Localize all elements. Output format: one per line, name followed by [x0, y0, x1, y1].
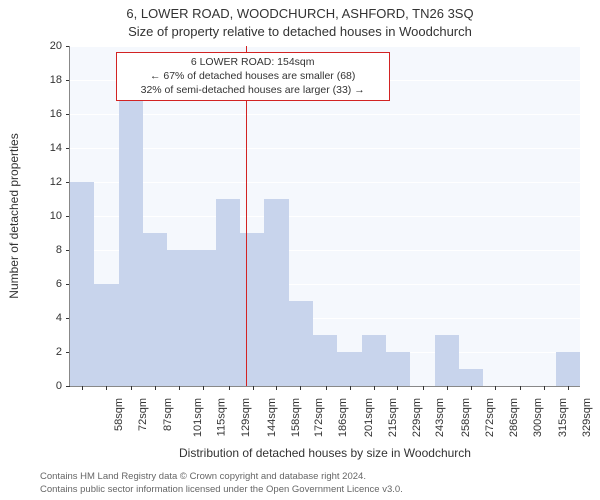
annotation-line1: 6 LOWER ROAD: 154sqm	[123, 55, 383, 69]
x-tick-mark	[495, 386, 496, 390]
x-tick-label: 144sqm	[266, 398, 278, 437]
x-tick-mark	[471, 386, 472, 390]
y-tick-label: 10	[50, 210, 62, 222]
histogram-bar	[167, 250, 191, 386]
annotation-box: 6 LOWER ROAD: 154sqm ← 67% of detached h…	[116, 52, 390, 101]
y-tick-label: 18	[50, 74, 62, 86]
histogram-bar	[289, 301, 313, 386]
footer-line2: Contains public sector information licen…	[40, 484, 403, 496]
chart-container: 6, LOWER ROAD, WOODCHURCH, ASHFORD, TN26…	[0, 0, 600, 500]
y-tick-label: 2	[56, 346, 62, 358]
x-tick-label: 286sqm	[508, 398, 520, 437]
gridline	[70, 148, 580, 149]
x-tick-mark	[568, 386, 569, 390]
x-tick-mark	[82, 386, 83, 390]
y-tick-label: 14	[50, 142, 62, 154]
y-tick-label: 4	[56, 312, 62, 324]
chart-title-line2: Size of property relative to detached ho…	[0, 24, 600, 39]
histogram-bar	[313, 335, 337, 386]
histogram-bar	[337, 352, 361, 386]
x-tick-mark	[544, 386, 545, 390]
y-tick-label: 16	[50, 108, 62, 120]
x-tick-mark	[131, 386, 132, 390]
y-tick-label: 12	[50, 176, 62, 188]
histogram-bar	[192, 250, 216, 386]
x-tick-label: 172sqm	[314, 398, 326, 437]
x-tick-mark	[520, 386, 521, 390]
gridline	[70, 182, 580, 183]
x-tick-mark	[423, 386, 424, 390]
histogram-bar	[216, 199, 240, 386]
x-tick-label: 329sqm	[581, 398, 593, 437]
x-tick-label: 101sqm	[192, 398, 204, 437]
x-tick-mark	[203, 386, 204, 390]
x-tick-mark	[179, 386, 180, 390]
x-tick-label: 115sqm	[215, 398, 227, 436]
x-axis-ticks: 58sqm 72sqm 87sqm 101sqm 115sqm 129sqm 144sqm 1…	[70, 386, 580, 446]
y-tick-label: 20	[50, 40, 62, 52]
histogram-bar	[119, 80, 143, 386]
x-tick-mark	[276, 386, 277, 390]
x-axis-label: Distribution of detached houses by size …	[70, 446, 580, 460]
x-tick-label: 129sqm	[240, 398, 252, 437]
y-tick-label: 6	[56, 278, 62, 290]
x-tick-mark	[106, 386, 107, 390]
plot-area: 6 LOWER ROAD: 154sqm ← 67% of detached h…	[70, 46, 580, 386]
x-tick-mark	[300, 386, 301, 390]
x-tick-mark	[374, 386, 375, 390]
x-tick-label: 72sqm	[137, 398, 149, 431]
histogram-bar	[459, 369, 483, 386]
histogram-bar	[94, 284, 118, 386]
y-axis-ticks: 02468101214161820	[0, 46, 66, 386]
histogram-bar	[362, 335, 386, 386]
chart-title-line1: 6, LOWER ROAD, WOODCHURCH, ASHFORD, TN26…	[0, 6, 600, 21]
x-tick-label: 87sqm	[162, 398, 174, 431]
x-tick-mark	[350, 386, 351, 390]
x-tick-mark	[397, 386, 398, 390]
histogram-bar	[435, 335, 459, 386]
annotation-line2: ← 67% of detached houses are smaller (68…	[123, 69, 383, 83]
y-tick-label: 0	[56, 380, 62, 392]
x-tick-label: 243sqm	[435, 398, 447, 437]
histogram-bar	[556, 352, 580, 386]
x-tick-label: 215sqm	[387, 398, 399, 437]
gridline	[70, 216, 580, 217]
y-axis-line	[69, 46, 70, 386]
x-tick-mark	[326, 386, 327, 390]
x-tick-mark	[447, 386, 448, 390]
x-tick-label: 258sqm	[460, 398, 472, 437]
histogram-bar	[264, 199, 288, 386]
x-tick-label: 229sqm	[411, 398, 423, 437]
y-tick-label: 8	[56, 244, 62, 256]
gridline	[70, 114, 580, 115]
annotation-line3: 32% of semi-detached houses are larger (…	[123, 83, 383, 97]
histogram-bar	[240, 233, 264, 386]
x-tick-label: 158sqm	[290, 398, 302, 437]
x-tick-label: 272sqm	[484, 398, 496, 437]
x-tick-mark	[253, 386, 254, 390]
x-tick-label: 300sqm	[532, 398, 544, 437]
x-tick-label: 186sqm	[337, 398, 349, 437]
footer-attribution: Contains HM Land Registry data © Crown c…	[40, 471, 403, 496]
x-tick-label: 315sqm	[557, 398, 569, 437]
x-tick-mark	[155, 386, 156, 390]
x-tick-mark	[229, 386, 230, 390]
histogram-bar	[70, 182, 94, 386]
histogram-bar	[143, 233, 167, 386]
x-tick-label: 58sqm	[113, 398, 125, 431]
x-tick-label: 201sqm	[363, 398, 375, 437]
footer-line1: Contains HM Land Registry data © Crown c…	[40, 471, 403, 483]
histogram-bar	[386, 352, 410, 386]
gridline	[70, 46, 580, 47]
